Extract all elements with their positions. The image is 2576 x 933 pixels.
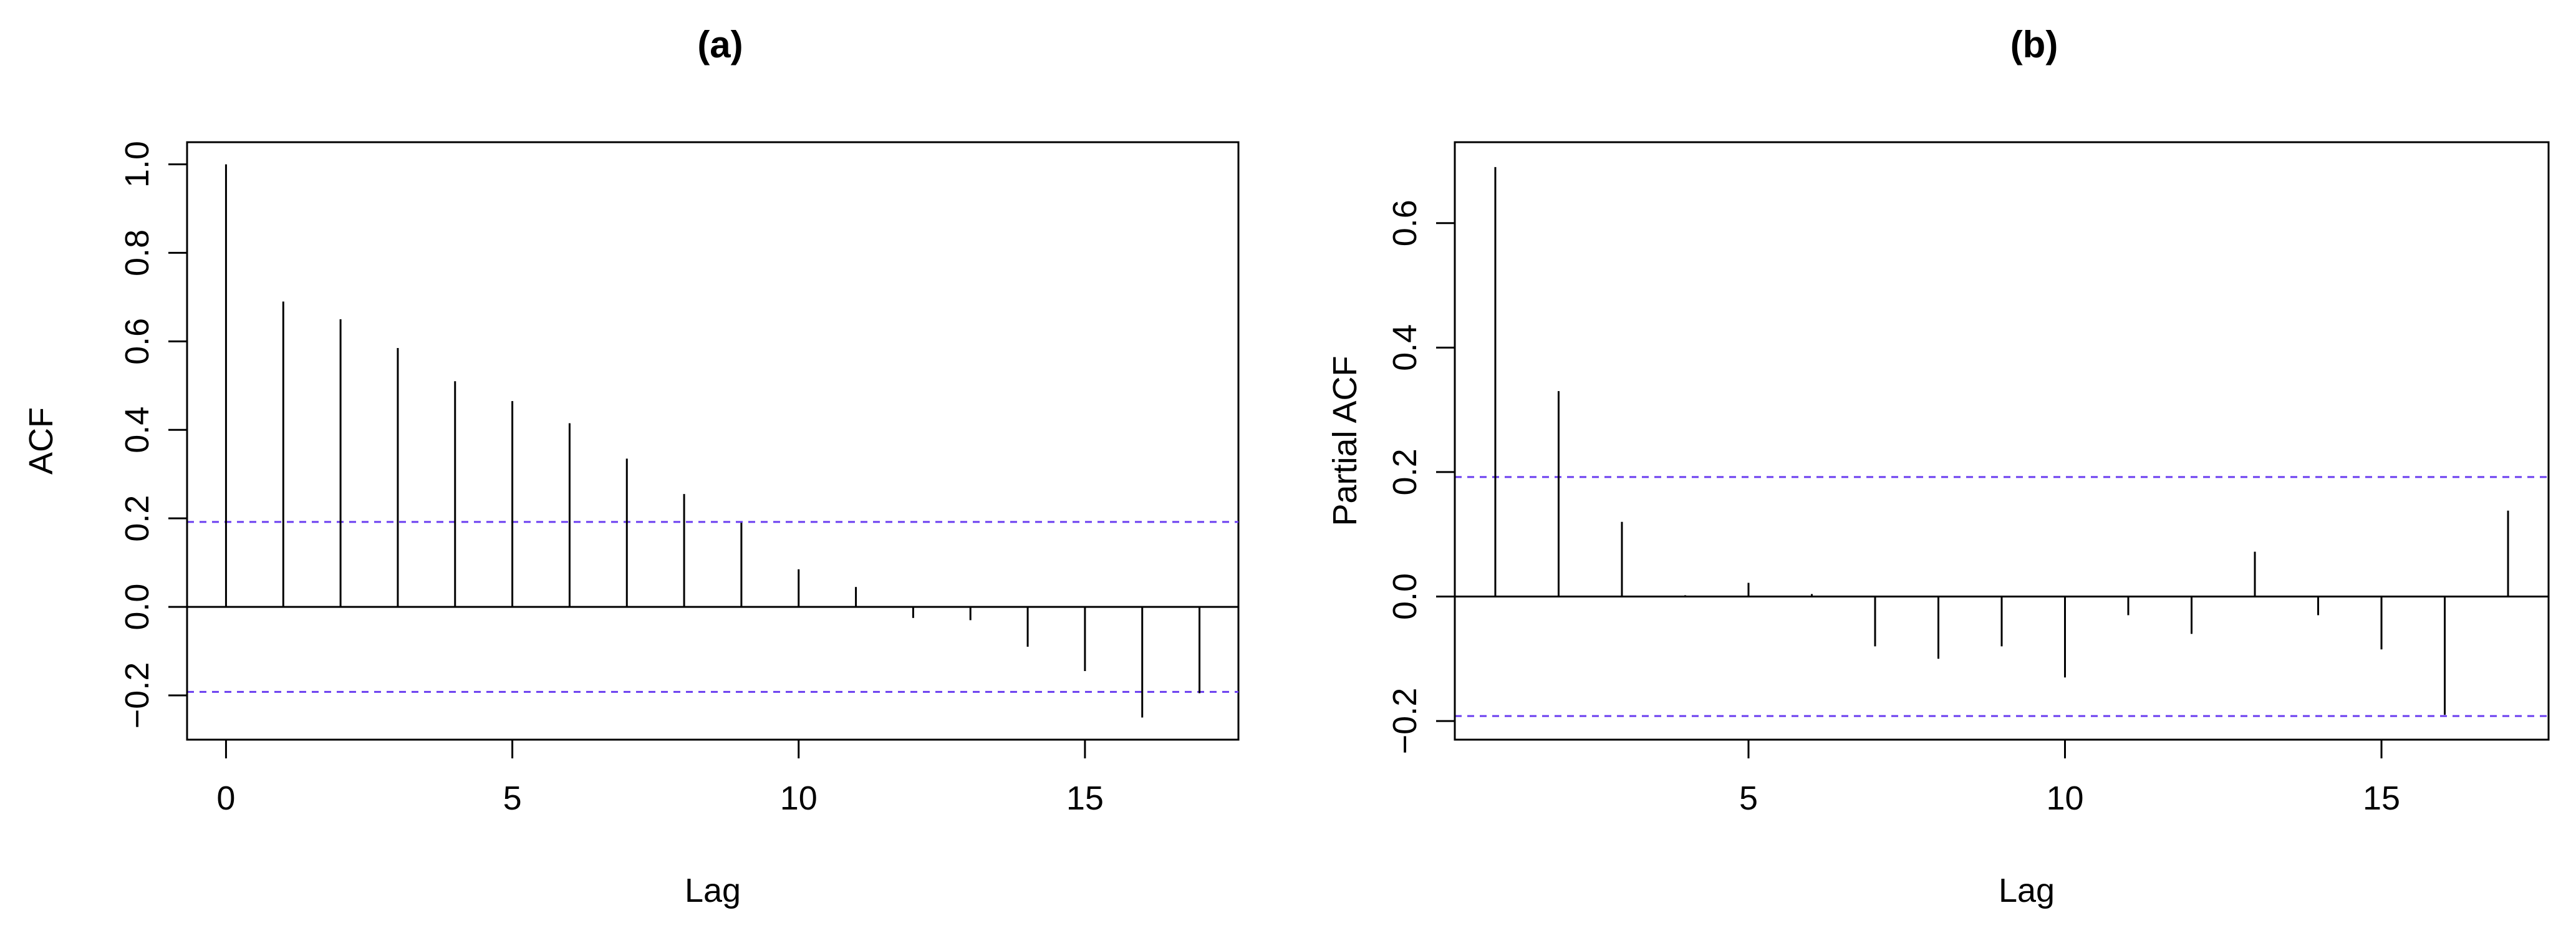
panel-a-x-axis: 0 5 10 15: [216, 738, 1104, 817]
panel-b-marks: [1455, 167, 2549, 717]
panel-b-x-tick-label: 5: [1739, 780, 1758, 817]
panel-a-y-tick-label: 0.4: [118, 407, 156, 453]
panel-b-x-tick-label: 15: [2363, 780, 2400, 817]
panel-a-y-tick-label: 0.2: [118, 495, 156, 542]
panel-b-plot-frame: [1454, 141, 2550, 741]
panel-b-x-axis: 5 10 15: [1739, 738, 2400, 817]
panel-a-x-tick-label: 15: [1066, 780, 1104, 817]
panel-b-y-tick-label: −0.2: [1386, 688, 1424, 755]
panel-a-x-axis-label: Lag: [685, 872, 741, 909]
panel-b-x-axis-label: Lag: [1999, 872, 2055, 909]
panel-b: (b) 5 10 15 −0.2 0.0 0.2 0.4 0.6 Lag Partial A…: [1326, 24, 2550, 909]
panel-a-y-tick-label: 0.8: [118, 230, 156, 276]
panel-a-title: (a): [697, 24, 743, 65]
panel-a-x-tick-label: 0: [216, 780, 235, 817]
panel-b-y-tick-label: 0.2: [1386, 448, 1424, 495]
panel-b-x-tick-label: 10: [2046, 780, 2083, 817]
panel-a-y-axis: −0.2 0.0 0.2 0.4 0.6 0.8 1.0: [118, 141, 188, 729]
panel-a-y-tick-label: −0.2: [118, 662, 156, 729]
panel-b-title: (b): [2010, 24, 2058, 65]
panel-b-y-tick-label: 0.4: [1386, 324, 1424, 371]
panel-b-y-tick-label: 0.6: [1386, 200, 1424, 246]
panel-b-y-axis-label: Partial ACF: [1326, 355, 1364, 526]
panel-a-marks: [187, 164, 1238, 718]
panel-a-y-tick-label: 0.6: [118, 318, 156, 365]
panel-b-y-axis: −0.2 0.0 0.2 0.4 0.6: [1386, 200, 1456, 755]
panel-a-plot-frame: [186, 141, 1240, 741]
panel-a-x-tick-label: 5: [503, 780, 522, 817]
panel-b-y-tick-label: 0.0: [1386, 573, 1424, 620]
panel-a-y-axis-label: ACF: [22, 407, 60, 475]
panel-a-y-tick-label: 0.0: [118, 584, 156, 631]
panel-a-x-tick-label: 10: [780, 780, 818, 817]
panel-a: (a) 0 5 10 15 −0.2 0.0 0.2 0.4 0.6 0.8 1.0 Lag AC…: [22, 24, 1240, 909]
panel-a-y-tick-label: 1.0: [118, 141, 156, 188]
